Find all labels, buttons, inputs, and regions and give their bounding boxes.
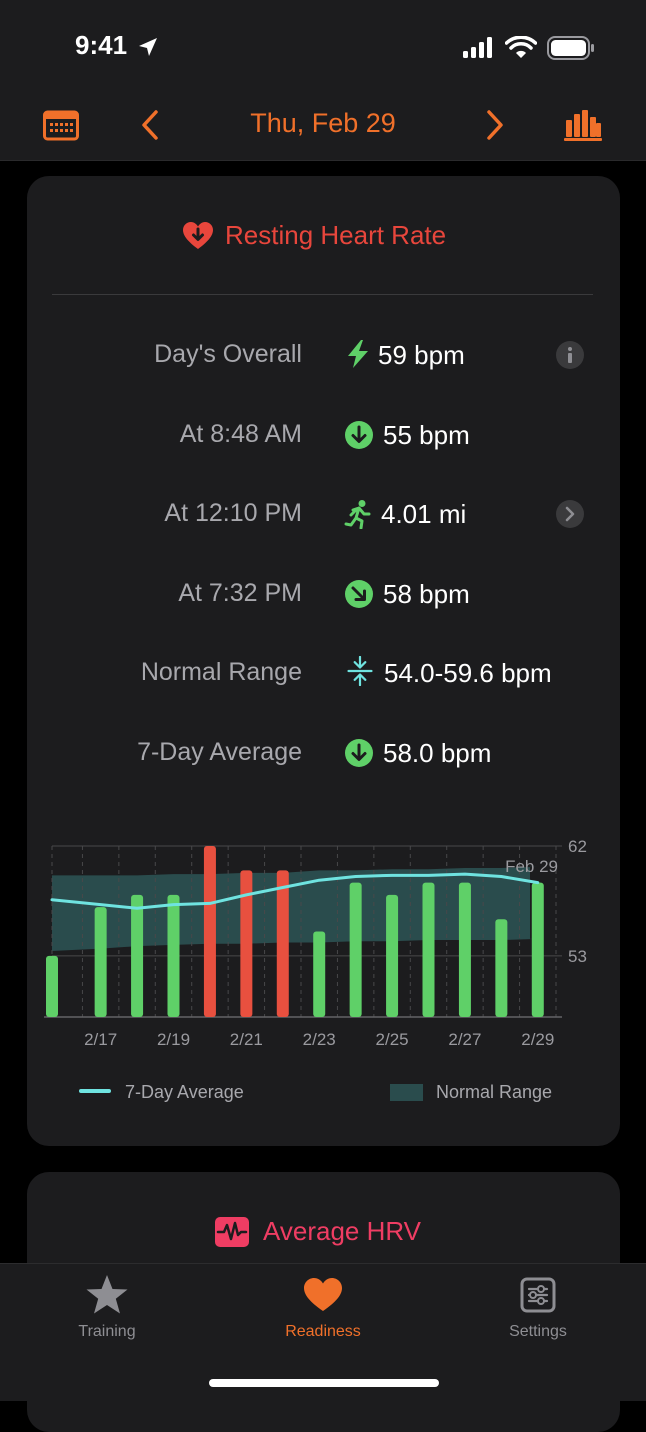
runner-icon bbox=[344, 500, 371, 529]
home-indicator bbox=[209, 1379, 439, 1387]
row-label-days-overall: Day's Overall bbox=[154, 340, 302, 368]
legend-range-label: Normal Range bbox=[436, 1082, 553, 1102]
row-value-1210: 4.01 mi bbox=[381, 499, 467, 529]
row-label-1210: At 12:10 PM bbox=[164, 499, 302, 527]
heart-icon[interactable] bbox=[303, 1277, 343, 1313]
wifi-icon bbox=[505, 36, 537, 58]
x-tick-label: 2/17 bbox=[84, 1030, 117, 1049]
x-tick-label: 2/21 bbox=[230, 1030, 263, 1049]
waveform-icon bbox=[215, 1217, 249, 1247]
previous-day-chevron-icon[interactable] bbox=[139, 109, 161, 141]
chevron-right-circle-icon[interactable] bbox=[556, 500, 584, 528]
row-value-7day-average: 58.0 bpm bbox=[383, 738, 492, 768]
battery-icon bbox=[547, 36, 594, 60]
star-icon[interactable] bbox=[85, 1274, 129, 1316]
chart-bar bbox=[46, 955, 58, 1017]
chart-bar bbox=[240, 870, 253, 1017]
tab-settings[interactable]: Settings bbox=[509, 1323, 567, 1340]
compress-arrows-icon bbox=[347, 656, 373, 686]
y-tick-label: 62 bbox=[568, 837, 587, 856]
x-tick-label: 2/29 bbox=[521, 1030, 554, 1049]
chart-bar bbox=[386, 894, 399, 1017]
chart-bar bbox=[422, 882, 435, 1017]
legend-avg-swatch bbox=[79, 1089, 111, 1093]
chart-bar bbox=[167, 894, 180, 1017]
sliders-icon[interactable] bbox=[520, 1277, 556, 1313]
heart-down-icon bbox=[183, 222, 213, 249]
resting-heart-rate-chart: 62 53 Feb 29 2/17 2/19 2/21 2/23 2/25 2/27 2/29 bbox=[44, 837, 587, 1049]
row-label-732: At 7:32 PM bbox=[178, 579, 302, 607]
status-time: 9:41 bbox=[75, 30, 128, 60]
x-tick-label: 2/25 bbox=[376, 1030, 409, 1049]
legend-range-swatch bbox=[390, 1084, 423, 1101]
card-title: Resting Heart Rate bbox=[225, 220, 447, 250]
tab-readiness[interactable]: Readiness bbox=[285, 1323, 361, 1340]
chart-bar bbox=[458, 882, 471, 1017]
chart-bar bbox=[349, 882, 362, 1017]
row-label-normal-range: Normal Range bbox=[140, 658, 302, 686]
location-arrow-icon bbox=[139, 38, 157, 56]
x-tick-label: 2/23 bbox=[303, 1030, 336, 1049]
chart-bar bbox=[313, 931, 326, 1017]
bolt-icon bbox=[348, 340, 368, 368]
legend-avg-label: 7-Day Average bbox=[125, 1082, 244, 1102]
x-tick-label: 2/19 bbox=[157, 1030, 190, 1049]
cellular-signal-icon bbox=[463, 37, 492, 58]
x-tick-label: 2/27 bbox=[448, 1030, 481, 1049]
card-divider bbox=[52, 294, 593, 295]
next-day-chevron-icon[interactable] bbox=[484, 109, 506, 141]
row-label-848: At 8:48 AM bbox=[179, 420, 302, 448]
card2-title: Average HRV bbox=[263, 1216, 422, 1246]
seven-day-average-line bbox=[50, 872, 540, 910]
status-bar bbox=[0, 0, 646, 92]
tab-training[interactable]: Training bbox=[78, 1323, 136, 1340]
info-icon[interactable] bbox=[556, 341, 584, 369]
row-value-normal-range: 54.0-59.6 bpm bbox=[384, 658, 552, 688]
chart-bar bbox=[203, 846, 216, 1017]
arrow-down-right-circle-icon bbox=[345, 580, 373, 608]
chart-bar bbox=[276, 870, 289, 1017]
arrow-down-circle-icon bbox=[345, 421, 373, 449]
navigation-bar bbox=[0, 92, 646, 161]
chart-bar bbox=[131, 894, 144, 1017]
row-label-7day-average: 7-Day Average bbox=[137, 738, 302, 766]
chart-bar bbox=[495, 919, 508, 1017]
row-value-732: 58 bpm bbox=[383, 579, 470, 609]
y-tick-label: 53 bbox=[568, 947, 587, 966]
chart-bar bbox=[531, 882, 544, 1017]
chart-bar bbox=[94, 907, 107, 1017]
chart-bars-icon[interactable] bbox=[563, 108, 603, 142]
date-annotation: Feb 29 bbox=[505, 857, 558, 876]
arrow-down-circle-icon bbox=[345, 739, 373, 767]
calendar-icon[interactable] bbox=[43, 109, 79, 141]
row-value-days-overall: 59 bpm bbox=[378, 340, 465, 370]
nav-date-title[interactable]: Thu, Feb 29 bbox=[250, 108, 396, 138]
row-value-848: 55 bpm bbox=[383, 420, 470, 450]
